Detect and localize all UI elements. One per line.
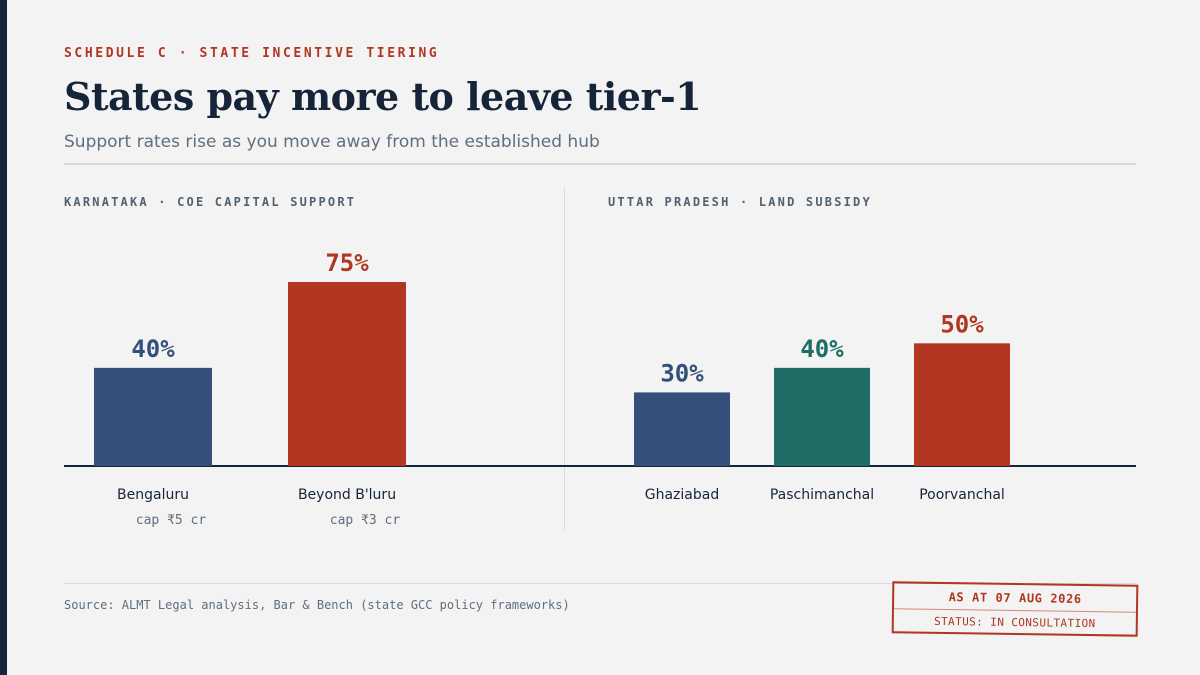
category-label-bengaluru: Bengaluru xyxy=(117,487,189,503)
source-note: Source: ALMT Legal analysis, Bar & Bench… xyxy=(64,598,570,612)
header-divider xyxy=(64,163,1136,165)
bar-poorvanchal xyxy=(914,343,1010,466)
value-label-ghaziabad: 30% xyxy=(660,359,704,387)
category-label-ghaziabad: Ghaziabad xyxy=(645,487,719,503)
page-title: States pay more to leave tier-1 xyxy=(64,74,702,119)
stamp-status: STATUS: IN CONSULTATION xyxy=(933,614,1096,631)
bar-ghaziabad xyxy=(634,392,730,466)
bar-beyond-b-luru xyxy=(288,282,406,466)
bar-bengaluru xyxy=(94,367,212,466)
up-panel-label: UTTAR PRADESH · LAND SUBSIDY xyxy=(608,195,872,209)
value-label-beyond-b-luru: 75% xyxy=(325,249,369,277)
cap-label-bengaluru: cap ₹5 cr xyxy=(136,513,207,528)
category-label-poorvanchal: Poorvanchal xyxy=(919,487,1005,503)
footer-divider xyxy=(64,583,1136,584)
panel-divider xyxy=(564,188,565,530)
eyebrow-label: SCHEDULE C · STATE INCENTIVE TIERING xyxy=(64,46,440,61)
status-stamp: AS AT 07 AUG 2026 STATUS: IN CONSULTATIO… xyxy=(891,581,1139,637)
stamp-date: AS AT 07 AUG 2026 xyxy=(893,583,1137,613)
category-label-paschimanchal: Paschimanchal xyxy=(770,487,874,503)
value-label-paschimanchal: 40% xyxy=(800,335,844,363)
left-accent-rule xyxy=(0,0,7,675)
category-label-beyond-b-luru: Beyond B'luru xyxy=(298,487,396,503)
karnataka-panel-label: KARNATAKA · COE CAPITAL SUPPORT xyxy=(64,195,357,209)
cap-label-beyond-b-luru: cap ₹3 cr xyxy=(330,513,401,528)
page-subtitle: Support rates rise as you move away from… xyxy=(64,132,600,152)
value-label-bengaluru: 40% xyxy=(131,335,175,363)
value-label-poorvanchal: 50% xyxy=(940,310,984,338)
bar-paschimanchal xyxy=(774,367,870,466)
